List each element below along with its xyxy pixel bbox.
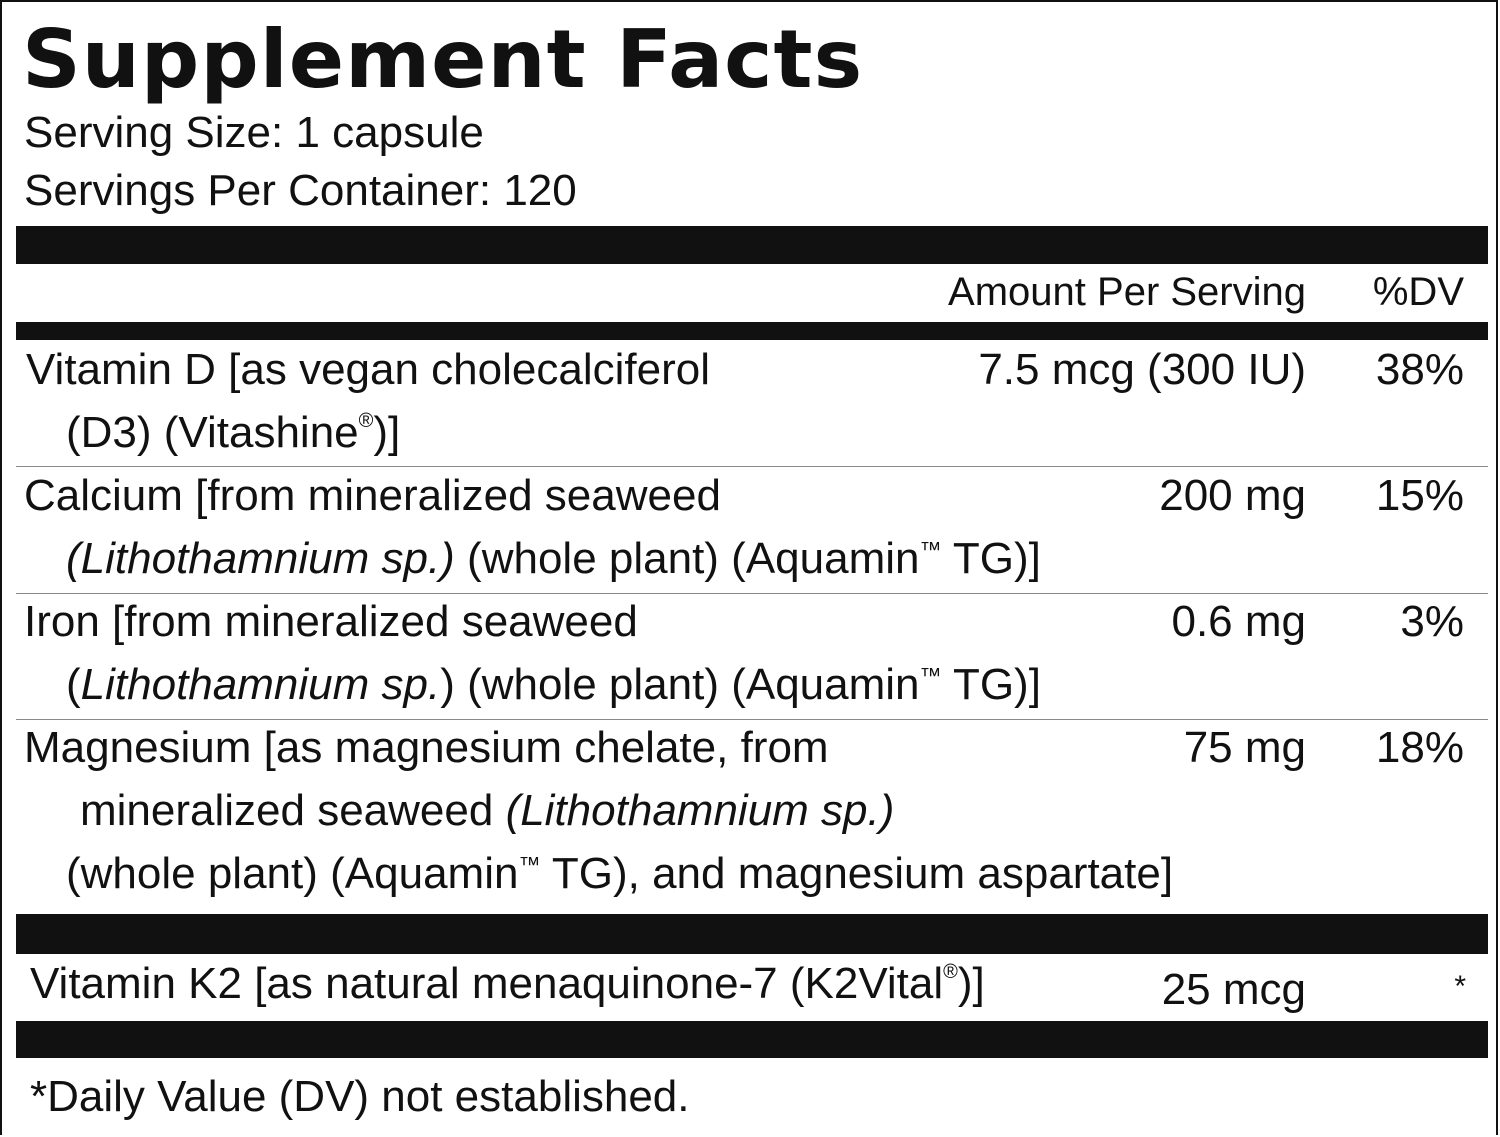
magnesium-name: Magnesium [as magnesium chelate, from bbox=[24, 723, 829, 772]
servings-per-container: Servings Per Container: 120 bbox=[24, 166, 577, 215]
serving-size: Serving Size: 1 capsule bbox=[24, 108, 484, 157]
trademark-mark: ™ bbox=[919, 537, 942, 562]
header-divider bbox=[16, 322, 1488, 340]
trademark-mark: ™ bbox=[919, 663, 942, 688]
iron-dv: 3% bbox=[1400, 597, 1464, 646]
thick-divider-middle bbox=[16, 914, 1488, 954]
vitamin-d-amount: 7.5 mcg (300 IU) bbox=[978, 345, 1306, 394]
vitamin-k2-name: Vitamin K2 [as natural menaquinone-7 (K2… bbox=[30, 959, 985, 1008]
vitamin-d-name: Vitamin D [as vegan cholecalciferol bbox=[26, 345, 710, 394]
magnesium-name-cont-2: (whole plant) (Aquamin™ TG), and magnesi… bbox=[66, 849, 1174, 898]
calcium-name-cont: (Lithothamnium sp.) (whole plant) (Aquam… bbox=[66, 534, 1041, 583]
calcium-dv: 15% bbox=[1375, 471, 1464, 520]
vitamin-k2-dv: * bbox=[1454, 970, 1466, 1003]
thick-divider-bottom bbox=[16, 1021, 1488, 1058]
row-divider bbox=[16, 719, 1488, 720]
thick-divider-top bbox=[16, 226, 1488, 264]
vitamin-k2-amount: 25 mcg bbox=[1161, 965, 1306, 1014]
iron-amount: 0.6 mg bbox=[1171, 597, 1306, 646]
vitamin-d-name-cont: (D3) (Vitashine®)] bbox=[66, 408, 401, 457]
footnote: *Daily Value (DV) not established. bbox=[30, 1072, 690, 1121]
registered-mark: ® bbox=[358, 410, 374, 432]
calcium-name: Calcium [from mineralized seaweed bbox=[24, 471, 721, 520]
vitamin-d-dv: 38% bbox=[1375, 345, 1464, 394]
dv-header: %DV bbox=[1372, 270, 1464, 314]
registered-mark: ® bbox=[943, 961, 958, 983]
row-divider bbox=[16, 593, 1488, 594]
magnesium-dv: 18% bbox=[1375, 723, 1464, 772]
calcium-amount: 200 mg bbox=[1159, 471, 1306, 520]
label-title: Supplement Facts bbox=[22, 13, 864, 106]
trademark-mark: ™ bbox=[518, 852, 541, 877]
iron-name-cont: (Lithothamnium sp.) (whole plant) (Aquam… bbox=[66, 660, 1041, 709]
iron-name: Iron [from mineralized seaweed bbox=[24, 597, 638, 646]
row-divider bbox=[16, 466, 1488, 467]
amount-per-serving-header: Amount Per Serving bbox=[948, 270, 1306, 314]
magnesium-amount: 75 mg bbox=[1183, 723, 1306, 772]
magnesium-name-cont: mineralized seaweed (Lithothamnium sp.) bbox=[80, 786, 895, 835]
